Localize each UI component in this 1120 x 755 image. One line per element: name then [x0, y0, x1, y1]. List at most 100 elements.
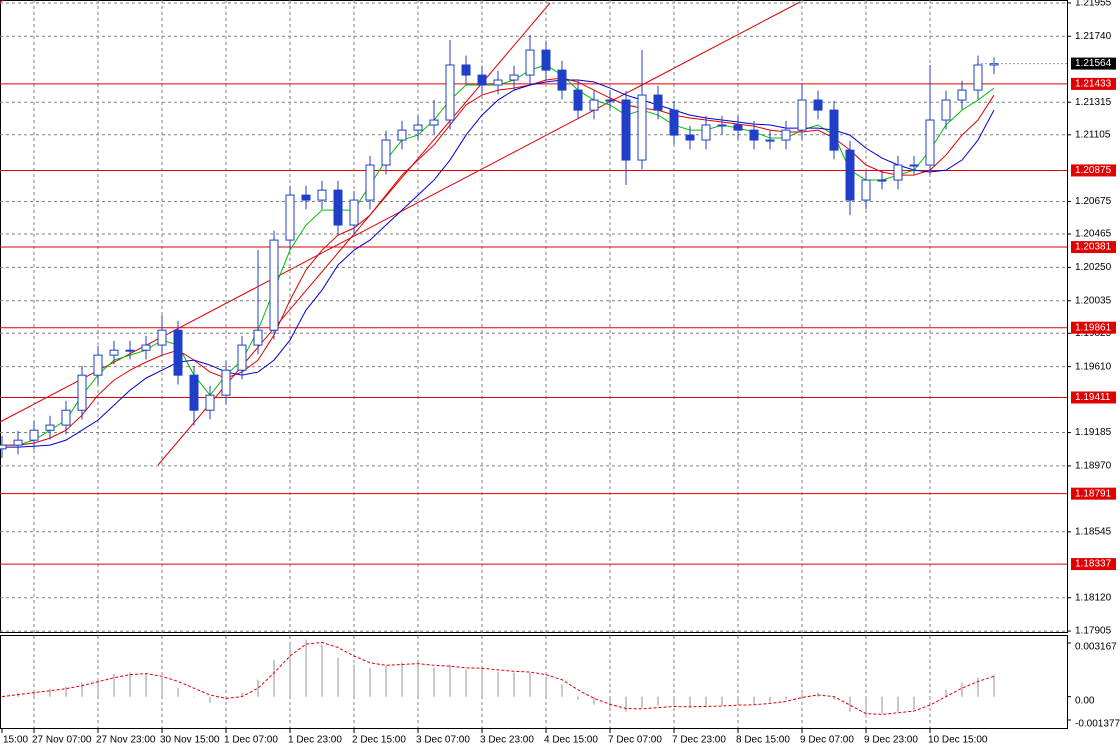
histogram-bar — [753, 696, 755, 705]
histogram-bar — [177, 687, 179, 697]
candle-body — [45, 424, 55, 431]
candle-body — [237, 344, 247, 371]
candle-body — [669, 109, 679, 136]
candle-body — [861, 179, 871, 201]
candle-body — [797, 99, 807, 131]
y-tick-label: 1.20675 — [1075, 196, 1112, 207]
level-label-box — [1071, 391, 1116, 404]
candle-body — [477, 74, 487, 86]
candle-body — [93, 354, 103, 376]
candle-body — [493, 79, 503, 86]
candle-body — [173, 329, 183, 376]
histogram-bar — [673, 696, 675, 706]
histogram-bar — [657, 696, 659, 706]
level-label: 1.19411 — [1075, 392, 1111, 403]
candle-body — [365, 164, 375, 201]
candle-body — [685, 134, 695, 141]
histogram-bar — [641, 696, 643, 708]
y-tick-label: 1.21740 — [1075, 31, 1112, 42]
histogram-bar — [353, 664, 355, 697]
level-label: 1.19861 — [1075, 322, 1112, 333]
candle-body — [429, 119, 439, 126]
candle-body — [317, 189, 327, 201]
x-tick-label: 1 Dec 23:00 — [288, 735, 342, 746]
histogram-bar — [241, 692, 243, 697]
candle-body — [157, 329, 167, 346]
candle-body — [957, 89, 967, 101]
x-tick-label: 15:00 — [3, 735, 28, 746]
x-tick-label: 3 Dec 07:00 — [416, 735, 470, 746]
candle-body — [525, 49, 535, 76]
candle-body — [397, 129, 407, 141]
candle-body — [637, 94, 647, 161]
candle-body — [77, 374, 87, 411]
histogram-bar — [513, 672, 515, 697]
candle-body — [301, 194, 311, 201]
histogram-bar — [273, 659, 275, 697]
candle-body — [573, 89, 583, 111]
histogram-bar — [417, 663, 419, 697]
histogram-bar — [993, 674, 995, 697]
candle-body — [877, 179, 887, 182]
candle-body — [189, 374, 199, 411]
histogram-bar — [65, 686, 67, 697]
current-price-box — [1071, 57, 1116, 70]
x-tick-label: 1 Dec 07:00 — [224, 735, 278, 746]
histogram-bar — [561, 684, 563, 697]
y-tick-label: 1.20250 — [1075, 262, 1112, 273]
candle-body — [557, 69, 567, 91]
level-label-box — [1071, 487, 1116, 500]
level-label-box — [1071, 321, 1116, 334]
indicator-panel — [0, 635, 1068, 729]
histogram-bar — [433, 667, 435, 697]
candle-body — [381, 139, 391, 166]
histogram-bar — [81, 682, 83, 697]
histogram-bar — [305, 639, 307, 697]
histogram-bar — [257, 679, 259, 697]
y-tick-label: 0.00 — [1075, 695, 1095, 706]
y-tick-label: 1.21955 — [1075, 0, 1112, 9]
histogram-bar — [849, 696, 851, 712]
x-tick-label: 27 Nov 23:00 — [96, 735, 156, 746]
histogram-bar — [33, 689, 35, 697]
y-tick-label: 1.18120 — [1075, 592, 1112, 603]
histogram-bar — [961, 682, 963, 697]
candle-body — [0, 444, 7, 450]
level-label: 1.18337 — [1075, 559, 1112, 570]
histogram-bar — [977, 677, 979, 697]
candle-body — [925, 119, 935, 166]
x-tick-label: 4 Dec 15:00 — [544, 735, 598, 746]
candle-body — [733, 124, 743, 131]
moving-average — [2, 79, 995, 448]
candle-body — [461, 64, 471, 76]
level-label: 1.21433 — [1075, 79, 1112, 90]
candle-body — [749, 129, 759, 141]
level-label: 1.20381 — [1075, 242, 1112, 253]
candle-body — [605, 99, 615, 102]
candle-body — [813, 99, 823, 111]
current-price-label: 1.21564 — [1075, 58, 1112, 69]
level-label-box — [1071, 558, 1116, 571]
histogram-bar — [529, 672, 531, 697]
histogram-bar — [865, 696, 867, 718]
histogram-bar — [913, 696, 915, 710]
candle-body — [269, 239, 279, 331]
histogram-bar — [321, 644, 323, 697]
signal-line — [1, 641, 995, 715]
histogram-bar — [209, 696, 211, 703]
y-tick-label: 1.20465 — [1075, 229, 1112, 240]
candle-body — [205, 394, 215, 411]
y-tick-label: 1.19610 — [1075, 361, 1112, 372]
candle-body — [653, 94, 663, 111]
candle-body — [141, 344, 151, 351]
histogram-bar — [721, 696, 723, 706]
histogram-bar — [609, 696, 611, 708]
histogram-bar — [385, 665, 387, 697]
y-tick-label: 1.18545 — [1075, 526, 1112, 537]
candle-body — [941, 99, 951, 121]
histogram-bar — [705, 696, 707, 706]
histogram-bar — [481, 667, 483, 697]
histogram-bar — [465, 669, 467, 697]
candle-body — [701, 124, 711, 141]
